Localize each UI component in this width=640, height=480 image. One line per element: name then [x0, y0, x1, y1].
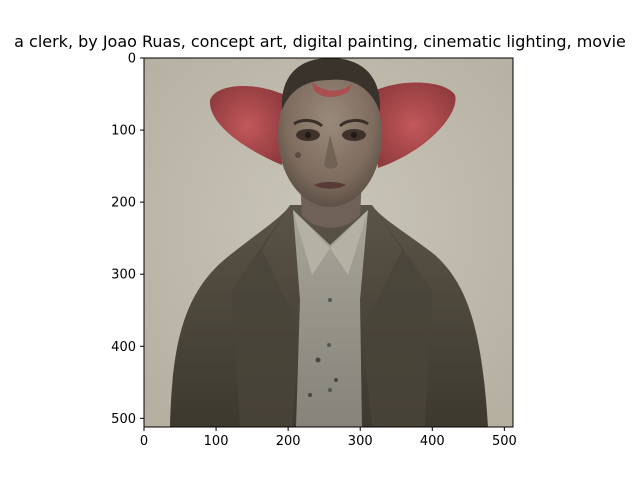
y-tick-label: 100 — [111, 124, 136, 139]
left-ear — [209, 85, 285, 165]
y-tick-label: 500 — [111, 412, 136, 427]
hair — [281, 58, 381, 112]
right-ear — [372, 82, 456, 168]
y-axis: 0 100 200 300 400 500 — [111, 52, 144, 427]
y-tick-label: 300 — [111, 268, 136, 283]
x-tick-label: 500 — [492, 434, 517, 449]
y-tick-label: 0 — [128, 52, 136, 67]
y-tick-label: 400 — [111, 340, 136, 355]
x-tick-label: 400 — [420, 434, 445, 449]
y-tick-label: 200 — [111, 196, 136, 211]
x-tick-label: 300 — [348, 434, 373, 449]
axes-frame — [143, 57, 514, 428]
x-tick-label: 100 — [204, 434, 229, 449]
plot-title: a clerk, by Joao Ruas, concept art, digi… — [14, 32, 626, 51]
x-tick-label: 0 — [140, 434, 148, 449]
x-axis: 0 100 200 300 400 500 — [140, 427, 517, 449]
portrait-image — [144, 58, 513, 427]
x-tick-label: 200 — [276, 434, 301, 449]
